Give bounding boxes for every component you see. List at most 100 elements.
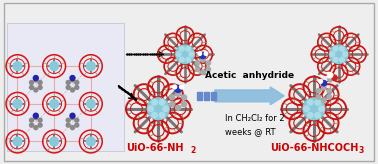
Circle shape (206, 61, 211, 65)
Circle shape (75, 85, 79, 89)
Circle shape (200, 52, 206, 59)
Circle shape (66, 123, 70, 127)
Circle shape (75, 123, 79, 127)
Bar (211, 92, 216, 100)
Circle shape (34, 78, 38, 82)
Circle shape (204, 52, 208, 55)
Circle shape (50, 100, 59, 108)
Circle shape (33, 113, 38, 118)
Circle shape (332, 75, 337, 81)
Circle shape (38, 85, 42, 89)
Circle shape (339, 46, 344, 51)
Bar (204, 92, 209, 100)
Circle shape (339, 57, 344, 62)
Circle shape (170, 102, 175, 107)
Circle shape (176, 45, 194, 63)
Circle shape (316, 89, 321, 93)
Circle shape (333, 57, 338, 62)
FancyArrow shape (215, 87, 284, 105)
Circle shape (327, 95, 332, 99)
Circle shape (70, 113, 75, 118)
Circle shape (159, 113, 165, 118)
Circle shape (38, 81, 42, 84)
Circle shape (177, 52, 181, 57)
Circle shape (303, 98, 325, 120)
Circle shape (328, 77, 332, 82)
Circle shape (50, 62, 59, 71)
Circle shape (201, 70, 205, 75)
Circle shape (75, 118, 79, 122)
Circle shape (315, 100, 321, 105)
Circle shape (148, 106, 153, 112)
Circle shape (13, 62, 22, 71)
Circle shape (13, 100, 22, 108)
FancyBboxPatch shape (6, 22, 124, 151)
Circle shape (195, 67, 200, 72)
Circle shape (180, 85, 184, 89)
Circle shape (319, 80, 322, 83)
Text: 2: 2 (190, 146, 195, 155)
Circle shape (159, 100, 165, 105)
Circle shape (327, 89, 332, 93)
Circle shape (152, 100, 157, 105)
Circle shape (307, 113, 313, 118)
Circle shape (181, 95, 187, 100)
Circle shape (147, 98, 169, 120)
Circle shape (322, 85, 326, 90)
Circle shape (304, 106, 309, 112)
Circle shape (316, 95, 321, 99)
Circle shape (201, 58, 205, 62)
Circle shape (319, 106, 324, 112)
Circle shape (34, 88, 38, 92)
Circle shape (70, 76, 75, 81)
Circle shape (87, 100, 95, 108)
Circle shape (71, 88, 74, 92)
Text: Acetic  anhydride: Acetic anhydride (205, 71, 294, 80)
Circle shape (327, 72, 333, 78)
Circle shape (71, 126, 74, 130)
Circle shape (330, 45, 348, 63)
Circle shape (176, 105, 181, 110)
Circle shape (189, 52, 194, 57)
Circle shape (66, 118, 70, 122)
Circle shape (176, 91, 181, 96)
Circle shape (13, 137, 22, 146)
Circle shape (34, 126, 38, 130)
Circle shape (34, 116, 38, 120)
Circle shape (333, 46, 338, 51)
Text: 3: 3 (359, 146, 364, 155)
Circle shape (71, 116, 74, 120)
Circle shape (321, 81, 327, 86)
Circle shape (29, 85, 34, 89)
Circle shape (75, 81, 79, 84)
Circle shape (186, 46, 191, 51)
Text: In CH₂Cl₂ for 2: In CH₂Cl₂ for 2 (225, 114, 284, 123)
Circle shape (186, 57, 191, 62)
Circle shape (198, 52, 201, 55)
Circle shape (343, 52, 347, 57)
Circle shape (50, 137, 59, 146)
Circle shape (315, 113, 321, 118)
Circle shape (66, 81, 70, 84)
Circle shape (71, 78, 74, 82)
Text: weeks @ RT: weeks @ RT (225, 128, 275, 137)
Circle shape (170, 95, 175, 100)
Circle shape (152, 113, 157, 118)
Circle shape (307, 100, 313, 105)
FancyBboxPatch shape (3, 3, 375, 161)
Circle shape (29, 123, 34, 127)
Circle shape (163, 106, 169, 112)
Circle shape (87, 137, 95, 146)
Bar (197, 92, 202, 100)
Text: UiO-66-NH: UiO-66-NH (127, 143, 184, 153)
Circle shape (180, 57, 184, 62)
Circle shape (66, 85, 70, 89)
Circle shape (181, 102, 187, 107)
Circle shape (38, 123, 42, 127)
Circle shape (206, 67, 211, 72)
Circle shape (173, 85, 177, 89)
Circle shape (175, 85, 181, 92)
Circle shape (322, 98, 326, 102)
Circle shape (33, 76, 38, 81)
Circle shape (330, 52, 335, 57)
